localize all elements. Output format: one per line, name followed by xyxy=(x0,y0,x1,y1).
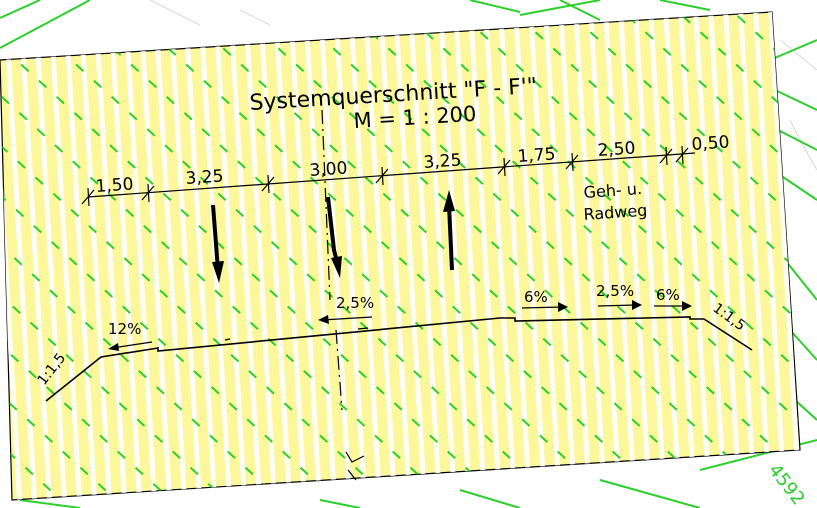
slope-verge: 6% xyxy=(524,288,548,306)
dim-label: 2,50 xyxy=(597,138,636,161)
dim-label: 3,25 xyxy=(185,166,224,189)
dimension-line xyxy=(81,145,696,207)
slope-right-shoulder: 6% xyxy=(656,286,680,304)
dim-label: 3,25 xyxy=(423,150,462,173)
slope-left-shoulder: 12% xyxy=(108,320,141,338)
slope-carriageway: 2,5% xyxy=(336,294,374,312)
dim-label: 3,00 xyxy=(309,158,348,181)
dim-label: 0,50 xyxy=(691,132,730,155)
slope-cycleway: 2,5% xyxy=(596,282,634,300)
cross-section-profile xyxy=(45,316,753,402)
centerline xyxy=(321,109,343,411)
background-number: 4592 xyxy=(764,460,809,508)
dim-label: 1,50 xyxy=(95,174,134,197)
dim-label: 1,75 xyxy=(517,144,556,167)
path-label-line2: Radweg xyxy=(583,201,648,224)
centerline-break xyxy=(345,451,365,481)
path-label-line1: Geh- u. xyxy=(583,179,643,202)
dimension-labels: 1,50 3,25 3,00 3,25 1,75 2,50 0,50 xyxy=(95,132,730,197)
background-construction-lines xyxy=(149,0,817,171)
traffic-direction-arrows xyxy=(211,190,455,283)
